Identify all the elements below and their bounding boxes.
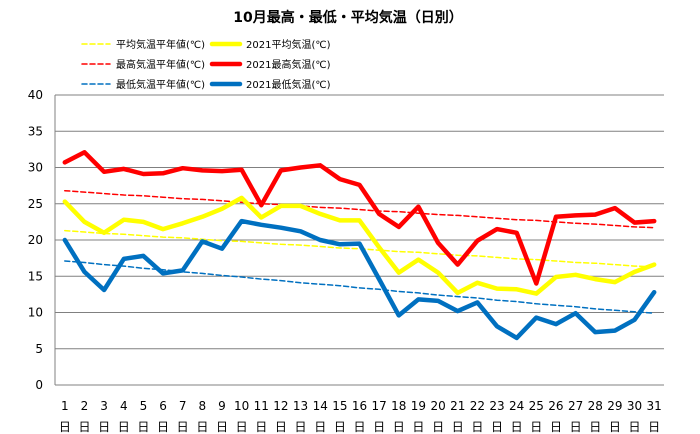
x-tick-label: 19	[411, 399, 426, 413]
x-tick-suffix: 日	[118, 420, 130, 434]
x-tick-suffix: 日	[353, 420, 365, 434]
x-tick-label: 23	[489, 399, 504, 413]
y-tick-label: 35	[28, 124, 43, 138]
x-tick-label: 26	[548, 399, 563, 413]
x-tick-suffix: 日	[255, 420, 267, 434]
x-tick-suffix: 日	[570, 420, 582, 434]
series-line-0	[64, 229, 655, 268]
x-tick-suffix: 日	[275, 420, 287, 434]
x-tick-label: 8	[199, 399, 207, 413]
x-tick-suffix: 日	[216, 420, 228, 434]
chart-title: 10月最高・最低・平均気温（日別）	[233, 9, 462, 26]
x-tick-label: 12	[273, 399, 288, 413]
x-tick-suffix: 日	[98, 420, 110, 434]
y-tick-label: 25	[28, 197, 43, 211]
x-tick-suffix: 日	[59, 420, 71, 434]
x-tick-suffix: 日	[334, 420, 346, 434]
x-tick-suffix: 日	[491, 420, 503, 434]
legend-label-3: 2021最高気温(℃)	[246, 58, 331, 71]
x-tick-label: 9	[218, 399, 226, 413]
x-tick-suffix: 日	[530, 420, 542, 434]
x-tick-label: 7	[179, 399, 187, 413]
legend-label-1: 2021平均気温(℃)	[246, 38, 331, 51]
x-tick-suffix: 日	[295, 420, 307, 434]
x-tick-suffix: 日	[393, 420, 405, 434]
x-tick-label: 1	[61, 399, 69, 413]
x-tick-suffix: 日	[589, 420, 601, 434]
y-tick-label: 10	[28, 306, 43, 320]
series-lines	[62, 150, 657, 341]
x-tick-label: 3	[100, 399, 108, 413]
x-tick-suffix: 日	[609, 420, 621, 434]
x-tick-label: 17	[372, 399, 387, 413]
x-tick-suffix: 日	[629, 420, 641, 434]
x-tick-label: 22	[470, 399, 485, 413]
grid-lines	[54, 94, 664, 386]
x-tick-label: 30	[627, 399, 642, 413]
x-tick-suffix: 日	[432, 420, 444, 434]
x-tick-suffix: 日	[550, 420, 562, 434]
x-tick-label: 27	[568, 399, 583, 413]
series-line-4	[64, 260, 655, 314]
legend-label-2: 最高気温平年値(℃)	[116, 58, 205, 71]
y-tick-label: 5	[35, 342, 43, 356]
legend: 平均気温平年値(℃) 2021平均気温(℃) 最高気温平年値(℃) 2021最高気温(…	[81, 38, 331, 91]
y-tick-label: 30	[28, 161, 43, 175]
x-tick-label: 15	[332, 399, 347, 413]
x-tick-suffix: 日	[511, 420, 523, 434]
x-tick-label: 6	[159, 399, 167, 413]
x-tick-suffix: 日	[236, 420, 248, 434]
y-tick-label: 0	[35, 378, 43, 392]
y-tick-label: 20	[28, 233, 43, 247]
x-tick-label: 5	[140, 399, 148, 413]
x-tick-suffix: 日	[157, 420, 169, 434]
y-tick-label: 40	[28, 88, 43, 102]
series-line-3	[62, 150, 657, 286]
x-tick-suffix: 日	[177, 420, 189, 434]
x-tick-label: 14	[313, 399, 328, 413]
y-axis-ticks: 0 5 10 15 20 25 30 35 40	[28, 88, 43, 392]
x-tick-suffix: 日	[471, 420, 483, 434]
legend-label-0: 平均気温平年値(℃)	[116, 38, 205, 51]
x-tick-label: 20	[430, 399, 445, 413]
y-tick-label: 15	[28, 269, 43, 283]
x-tick-label: 18	[391, 399, 406, 413]
series-line-1	[62, 195, 657, 296]
x-tick-label: 2	[81, 399, 89, 413]
x-tick-label: 11	[254, 399, 269, 413]
x-tick-suffix: 日	[373, 420, 385, 434]
x-tick-suffix: 日	[137, 420, 149, 434]
x-tick-label: 31	[647, 399, 662, 413]
x-tick-label: 4	[120, 399, 128, 413]
legend-label-4: 最低気温平年値(℃)	[116, 78, 205, 91]
series-line-5	[62, 218, 657, 341]
x-tick-suffix: 日	[412, 420, 424, 434]
x-tick-label: 28	[588, 399, 603, 413]
x-tick-label: 24	[509, 399, 524, 413]
legend-label-5: 2021最低気温(℃)	[246, 78, 331, 91]
x-tick-suffix: 日	[314, 420, 326, 434]
x-tick-label: 10	[234, 399, 249, 413]
x-tick-label: 25	[529, 399, 544, 413]
x-tick-suffix: 日	[648, 420, 660, 434]
x-tick-label: 21	[450, 399, 465, 413]
x-tick-label: 16	[352, 399, 367, 413]
x-axis-ticks: 1日2日3日4日5日6日7日8日9日10日11日12日13日14日15日16日1…	[59, 399, 662, 434]
x-tick-label: 13	[293, 399, 308, 413]
x-tick-label: 29	[607, 399, 622, 413]
x-tick-suffix: 日	[78, 420, 90, 434]
x-tick-suffix: 日	[452, 420, 464, 434]
x-tick-suffix: 日	[196, 420, 208, 434]
